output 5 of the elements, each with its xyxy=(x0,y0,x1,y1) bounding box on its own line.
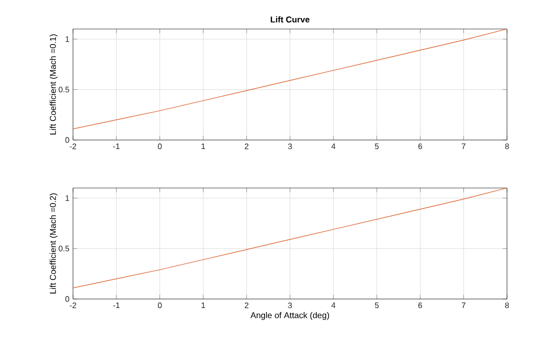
line-series xyxy=(73,28,508,130)
y-axis-title: Lift Coefficient (Mach =0.2) xyxy=(50,193,58,294)
y-axis-title: Lift Coefficient (Mach =0.1) xyxy=(50,34,58,134)
x-axis-title: Angle of Attack (deg) xyxy=(250,312,330,320)
chart-title: Lift Curve xyxy=(270,16,310,22)
